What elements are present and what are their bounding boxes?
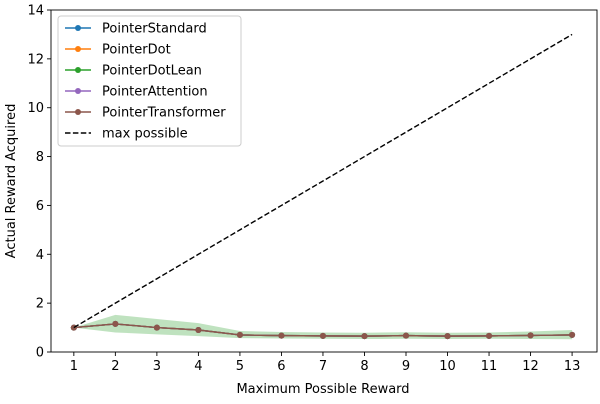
- x-tick-label-5: 6: [277, 359, 285, 374]
- series-lines: [70, 33, 576, 340]
- x-tick-label-8: 9: [402, 359, 410, 374]
- series-line-5: [73, 33, 573, 329]
- data-point-4-12: [569, 331, 576, 338]
- y-tick-label-0: 0: [36, 346, 44, 361]
- x-tick-label-4: 5: [236, 359, 244, 374]
- data-point-4-11: [527, 332, 534, 339]
- data-point-4-5: [278, 332, 285, 339]
- data-point-4-6: [319, 332, 326, 339]
- legend-label-4: PointerTransformer: [102, 106, 226, 121]
- data-point-4-9: [444, 333, 451, 340]
- plot-frame: [50, 9, 598, 353]
- legend-marker-1: [75, 46, 81, 52]
- legend: PointerStandard PointerDot PointerDotLean P…: [57, 15, 242, 147]
- legend-item-3: PointerAttention: [65, 85, 208, 100]
- y-tick-label-3: 6: [36, 199, 44, 214]
- y-axis-label: Actual Reward Acquired: [4, 104, 19, 259]
- legend-label-5: max possible: [102, 127, 188, 142]
- x-tick-label-6: 7: [319, 359, 327, 374]
- data-point-4-1: [112, 320, 119, 327]
- legend-label-1: PointerDot: [102, 43, 171, 58]
- legend-item-5: max possible: [65, 127, 188, 142]
- x-tick-label-11: 12: [522, 359, 539, 374]
- x-tick-label-12: 13: [564, 359, 581, 374]
- legend-item-0: PointerStandard: [65, 22, 207, 37]
- data-point-4-3: [195, 327, 202, 334]
- y-tick-label-5: 10: [27, 101, 44, 116]
- y-tick-label-4: 8: [36, 150, 44, 165]
- y-tick-label-7: 14: [27, 4, 44, 19]
- legend-item-2: PointerDotLean: [65, 64, 202, 79]
- x-tick-label-1: 2: [111, 359, 119, 374]
- legend-label-2: PointerDotLean: [102, 64, 202, 79]
- legend-label-0: PointerStandard: [102, 22, 207, 37]
- legend-marker-0: [75, 25, 81, 31]
- y-tick-label-2: 4: [36, 248, 44, 263]
- x-tick-label-2: 3: [153, 359, 161, 374]
- legend-box: [57, 15, 242, 147]
- data-point-4-10: [486, 332, 493, 339]
- legend-marker-2: [75, 67, 81, 73]
- y-tick-label-1: 2: [36, 297, 44, 312]
- x-axis-label: Maximum Possible Reward: [236, 382, 409, 397]
- data-point-4-7: [361, 333, 368, 340]
- x-tick-label-9: 10: [439, 359, 456, 374]
- legend-item-1: PointerDot: [65, 43, 171, 58]
- x-tick-label-10: 11: [481, 359, 498, 374]
- x-tick-label-7: 8: [360, 359, 368, 374]
- data-point-4-4: [236, 331, 243, 338]
- x-tick-label-0: 1: [70, 359, 78, 374]
- data-point-4-8: [403, 332, 409, 339]
- legend-marker-3: [75, 88, 81, 94]
- y-tick-label-6: 12: [27, 52, 44, 67]
- data-point-4-2: [153, 324, 160, 331]
- legend-label-3: PointerAttention: [102, 85, 208, 100]
- legend-item-4: PointerTransformer: [65, 106, 226, 121]
- legend-marker-4: [75, 109, 81, 115]
- x-tick-label-3: 4: [194, 359, 202, 374]
